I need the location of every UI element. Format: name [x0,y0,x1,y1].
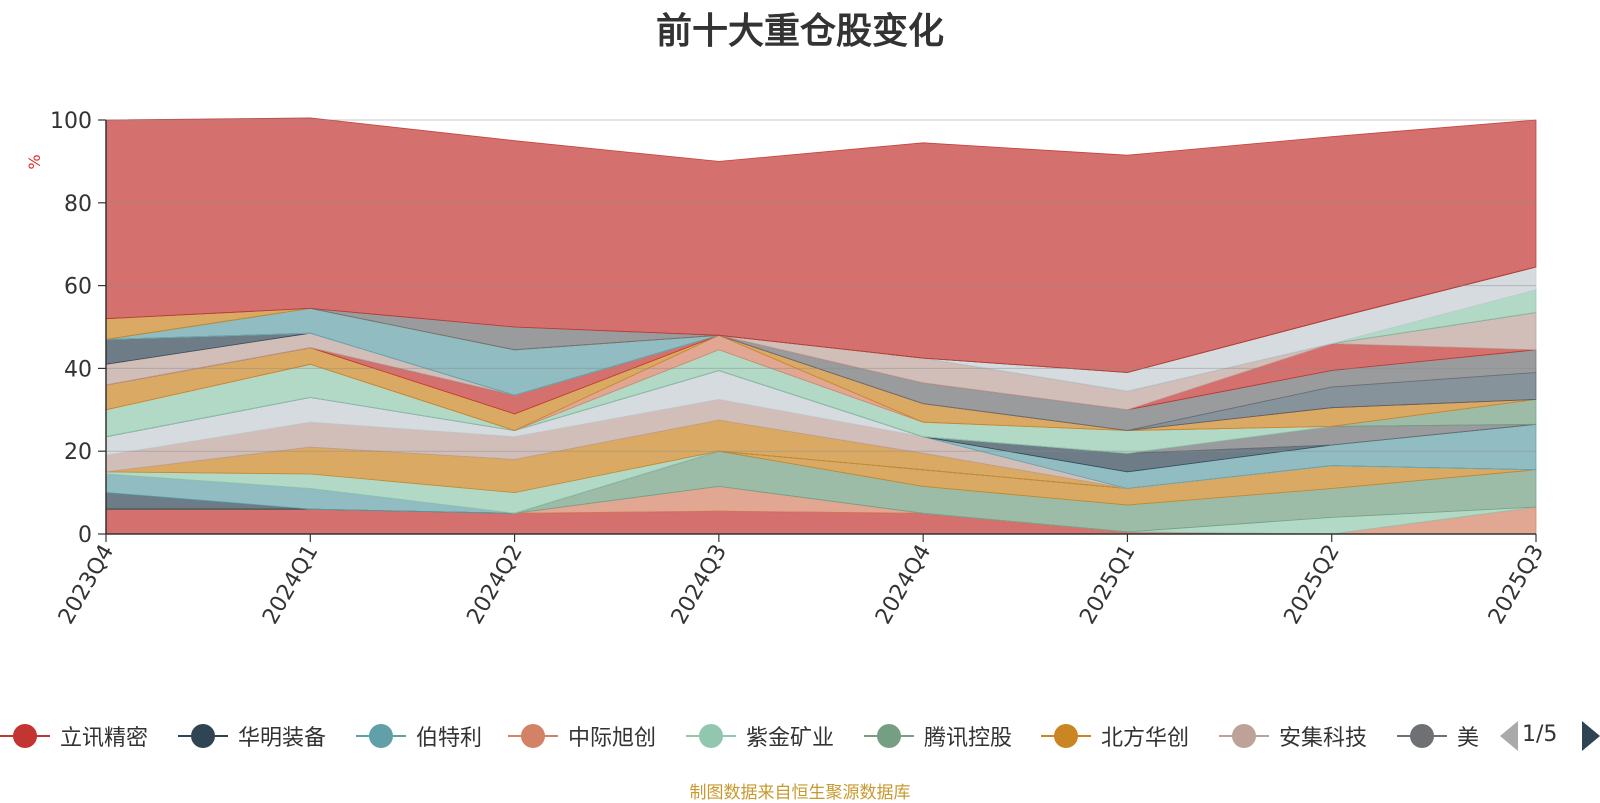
legend: 立讯精密 华明装备 伯特利 中际旭创 紫金矿业 腾讯控股 北方华创 安集科技 美的集团 [0,718,1480,754]
y-tick-labels: 0 20 40 60 80 100 [50,109,92,548]
legend-label: 腾讯控股 [924,726,1013,751]
x-tick-label: 2023Q4 [54,541,119,629]
y-tick-label: 80 [64,192,92,217]
legend-item[interactable]: 北方华创 [1041,718,1189,754]
x-tick-labels: 2023Q4 2024Q1 2024Q2 2024Q3 2024Q4 2025Q1 2025… [54,534,1549,629]
x-tick-label: 2025Q1 [1075,541,1140,629]
legend-item[interactable]: 伯特利 [356,718,482,754]
x-tick-label: 2025Q3 [1484,541,1549,629]
y-tick-label: 60 [64,275,92,300]
x-tick-label: 2024Q1 [258,541,323,629]
x-tick-label: 2024Q3 [667,541,732,629]
legend-pager: 1/5 [1498,718,1600,754]
legend-page-indicator: 1/5 [1522,722,1558,747]
legend-marker-icon [1219,718,1269,754]
legend-label: 紫金矿业 [746,726,835,751]
legend-marker-icon [1041,718,1091,754]
legend-marker-icon [0,718,50,754]
area-band-30 [105,117,1537,373]
legend-item[interactable]: 美的集团 [1397,718,1480,754]
legend-marker-icon [356,718,406,754]
legend-label: 伯特利 [416,726,483,751]
x-tick-label: 2025Q2 [1280,541,1345,629]
legend-marker-icon [686,718,736,754]
y-axis-unit: % [25,154,44,169]
area-bands [105,117,1537,535]
legend-label: 美的集团 [1457,726,1480,751]
legend-marker-icon [1397,718,1447,754]
legend-label: 安集科技 [1279,726,1368,751]
x-tick-label: 2024Q4 [871,541,936,629]
legend-prev-page-icon[interactable] [1500,721,1518,751]
legend-item[interactable]: 腾讯控股 [864,718,1012,754]
legend-label: 北方华创 [1101,726,1190,751]
legend-item[interactable]: 中际旭创 [508,718,656,754]
legend-next-page-icon[interactable] [1582,721,1600,751]
axes [105,120,1536,535]
legend-item[interactable]: 紫金矿业 [686,718,834,754]
legend-marker-icon [178,718,228,754]
legend-label: 中际旭创 [568,726,657,751]
legend-label: 华明装备 [238,726,327,751]
legend-item[interactable]: 华明装备 [178,718,326,754]
legend-marker-icon [508,718,558,754]
legend-item[interactable]: 立讯精密 [0,718,148,754]
data-source-note: 制图数据来自恒生聚源数据库 [689,783,911,803]
chart-title: 前十大重仓股变化 [655,11,944,52]
y-tick-label: 0 [78,523,92,548]
legend-marker-icon [864,718,914,754]
x-tick-label: 2024Q2 [462,541,527,629]
y-tick-label: 20 [64,440,92,465]
y-tick-label: 100 [50,109,92,134]
legend-label: 立讯精密 [60,726,149,751]
legend-item[interactable]: 安集科技 [1219,718,1367,754]
y-tick-label: 40 [64,357,92,382]
